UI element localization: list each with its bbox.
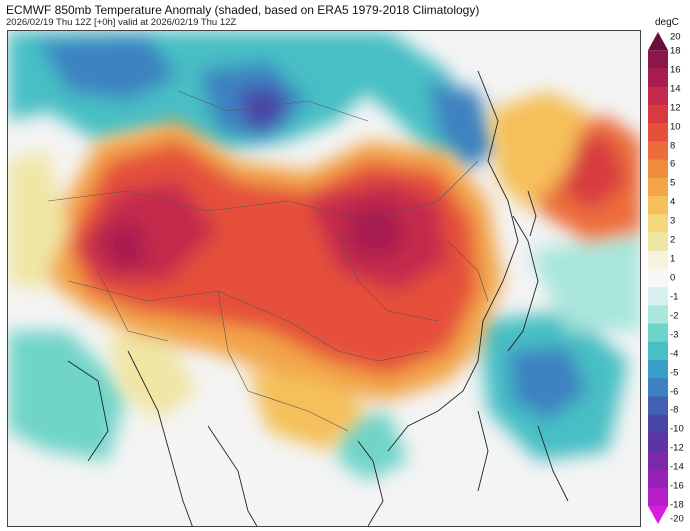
colorbar-tick-label: -8 (670, 404, 679, 416)
colorbar-tick-label: -14 (670, 461, 684, 473)
colorbar-tick-label: 4 (670, 196, 676, 208)
colorbar-tick-label: -10 (670, 423, 684, 435)
colorbar-segment (648, 232, 668, 252)
colorbar-segment (648, 305, 668, 325)
colorbar-segment (648, 341, 668, 361)
colorbar-tick-label: 20 (670, 31, 681, 43)
colorbar-tick-label: -5 (670, 367, 679, 379)
colorbar-tick-label: -3 (670, 329, 679, 341)
colorbar (648, 32, 668, 524)
colorbar-tick-label: 6 (670, 158, 676, 170)
cold-anomalies (8, 31, 640, 481)
colorbar-tick-label: 10 (670, 121, 681, 133)
chart-title: ECMWF 850mb Temperature Anomaly (shaded,… (6, 3, 480, 17)
warm-anomalies (8, 91, 640, 451)
colorbar-tick-label: 18 (670, 45, 681, 57)
colorbar-segment (648, 86, 668, 106)
colorbar-segment (648, 323, 668, 343)
colorbar-tick-label: -12 (670, 442, 684, 454)
country-borders (47, 90, 489, 432)
colorbar-unit: degC (655, 17, 679, 28)
colorbar-tick-label: 12 (670, 102, 681, 114)
colorbar-tick-label: 16 (670, 64, 681, 76)
colorbar-segment (648, 141, 668, 161)
colorbar-segment (648, 487, 668, 507)
colorbar-tick-label: -16 (670, 480, 684, 492)
anomaly-map (7, 30, 641, 527)
colorbar-segment (648, 451, 668, 470)
colorbar-segment (648, 50, 668, 69)
colorbar-tick-label: 0 (670, 272, 676, 284)
colorbar-segment (648, 414, 668, 434)
colorbar-segment (648, 505, 668, 524)
colorbar-segment (648, 432, 668, 452)
colorbar-tick-label: 14 (670, 83, 681, 95)
colorbar-segment (648, 196, 668, 215)
colorbar-tick-label: -6 (670, 386, 679, 398)
colorbar-segment (648, 123, 668, 142)
colorbar-segment (648, 360, 668, 379)
colorbar-segment (648, 250, 668, 270)
colorbar-tick-label: 3 (670, 215, 676, 227)
colorbar-segment (648, 32, 668, 51)
colorbar-tick-label: 8 (670, 140, 676, 152)
colorbar-segment (648, 177, 668, 197)
colorbar-tick-label: 2 (670, 234, 676, 246)
colorbar-segment (648, 287, 668, 306)
colorbar-tick-label: -4 (670, 348, 679, 360)
valid-time-label: 2026/02/19 Thu 12Z [+0h] valid at 2026/0… (6, 17, 237, 28)
colorbar-tick-label: -2 (670, 310, 679, 322)
colorbar-tick-label: -18 (670, 499, 684, 511)
colorbar-segment (648, 268, 668, 288)
colorbar-segment (648, 378, 668, 397)
colorbar-tick-label: -20 (670, 513, 684, 525)
colorbar-tick-label: -1 (670, 291, 679, 303)
colorbar-segment (648, 104, 668, 124)
colorbar-segment (648, 68, 668, 88)
coastlines (67, 70, 569, 526)
colorbar-segment (648, 469, 668, 489)
colorbar-segment (648, 159, 668, 179)
colorbar-segment (648, 214, 668, 233)
colorbar-tick-label: 5 (670, 177, 676, 189)
colorbar-segment (648, 396, 668, 416)
colorbar-labels: 20 18 16 14 12 10 8 6 5 4 3 2 1 0 -1 -2 -3 -4 -5 -6 -8 -10 -12… (670, 31, 690, 525)
colorbar-tick-label: 1 (670, 253, 676, 265)
anomaly-map-svg (8, 31, 640, 526)
